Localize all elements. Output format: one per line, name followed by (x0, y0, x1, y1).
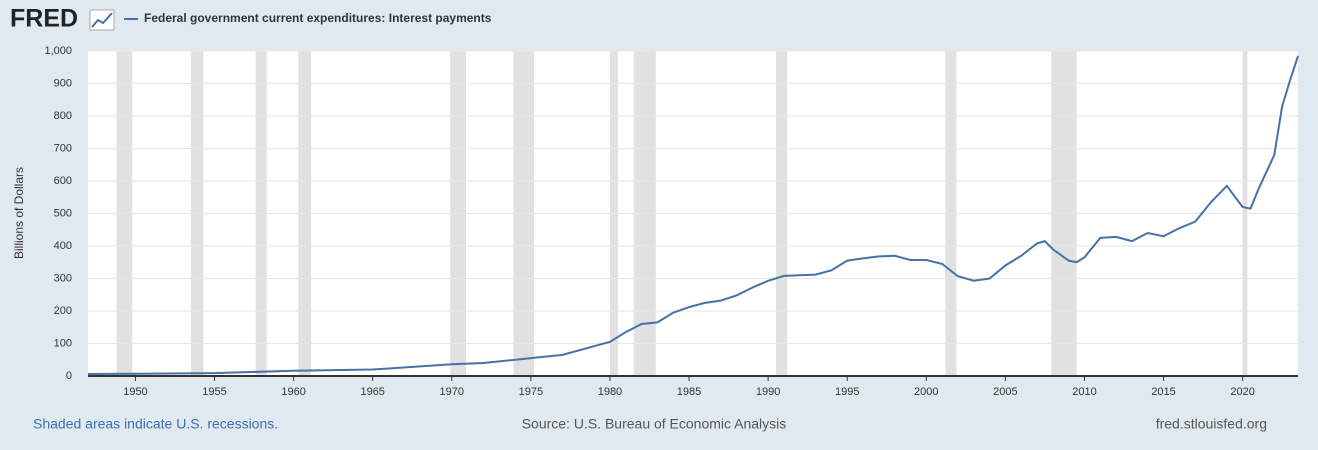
recession-note[interactable]: Shaded areas indicate U.S. recessions. (33, 416, 278, 432)
source: Source: U.S. Bureau of Economic Analysis (522, 416, 787, 432)
x-tick-label: 2020 (1230, 386, 1254, 398)
site-link[interactable]: fred.stlouisfed.org (1156, 416, 1267, 432)
x-tick-label: 1965 (360, 386, 384, 398)
x-tick-label: 1960 (281, 386, 305, 398)
y-tick-label: 400 (54, 240, 72, 252)
x-tick-label: 1975 (519, 386, 543, 398)
x-tick-label: 2005 (993, 386, 1017, 398)
x-tick-label: 2010 (1072, 386, 1096, 398)
x-tick-label: 1980 (598, 386, 622, 398)
y-tick-label: 200 (54, 305, 72, 317)
brand-logo[interactable]: FRED (10, 5, 78, 33)
y-tick-label: 0 (66, 370, 72, 382)
logo-icon (89, 9, 115, 31)
y-tick-label: 600 (54, 175, 72, 187)
x-tick-label: 1990 (756, 386, 780, 398)
y-tick-label: 800 (54, 110, 72, 122)
x-tick-label: 1955 (202, 386, 226, 398)
y-axis-label: Billions of Dollars (12, 167, 26, 259)
data-line (87, 55, 1299, 376)
y-tick-label: 500 (54, 207, 72, 219)
legend-label: Federal government current expenditures:… (144, 11, 492, 25)
y-tick-label: 100 (54, 337, 72, 349)
y-tick-label: 1,000 (44, 45, 72, 57)
y-tick-label: 300 (54, 272, 72, 284)
y-tick-label: 700 (54, 142, 72, 154)
x-tick-label: 1985 (677, 386, 701, 398)
x-tick-label: 1995 (835, 386, 859, 398)
x-tick-label: 2015 (1151, 386, 1175, 398)
x-tick-label: 1950 (123, 386, 147, 398)
x-tick-label: 2000 (914, 386, 938, 398)
x-tick-label: 1970 (440, 386, 464, 398)
y-tick-label: 900 (54, 77, 72, 89)
